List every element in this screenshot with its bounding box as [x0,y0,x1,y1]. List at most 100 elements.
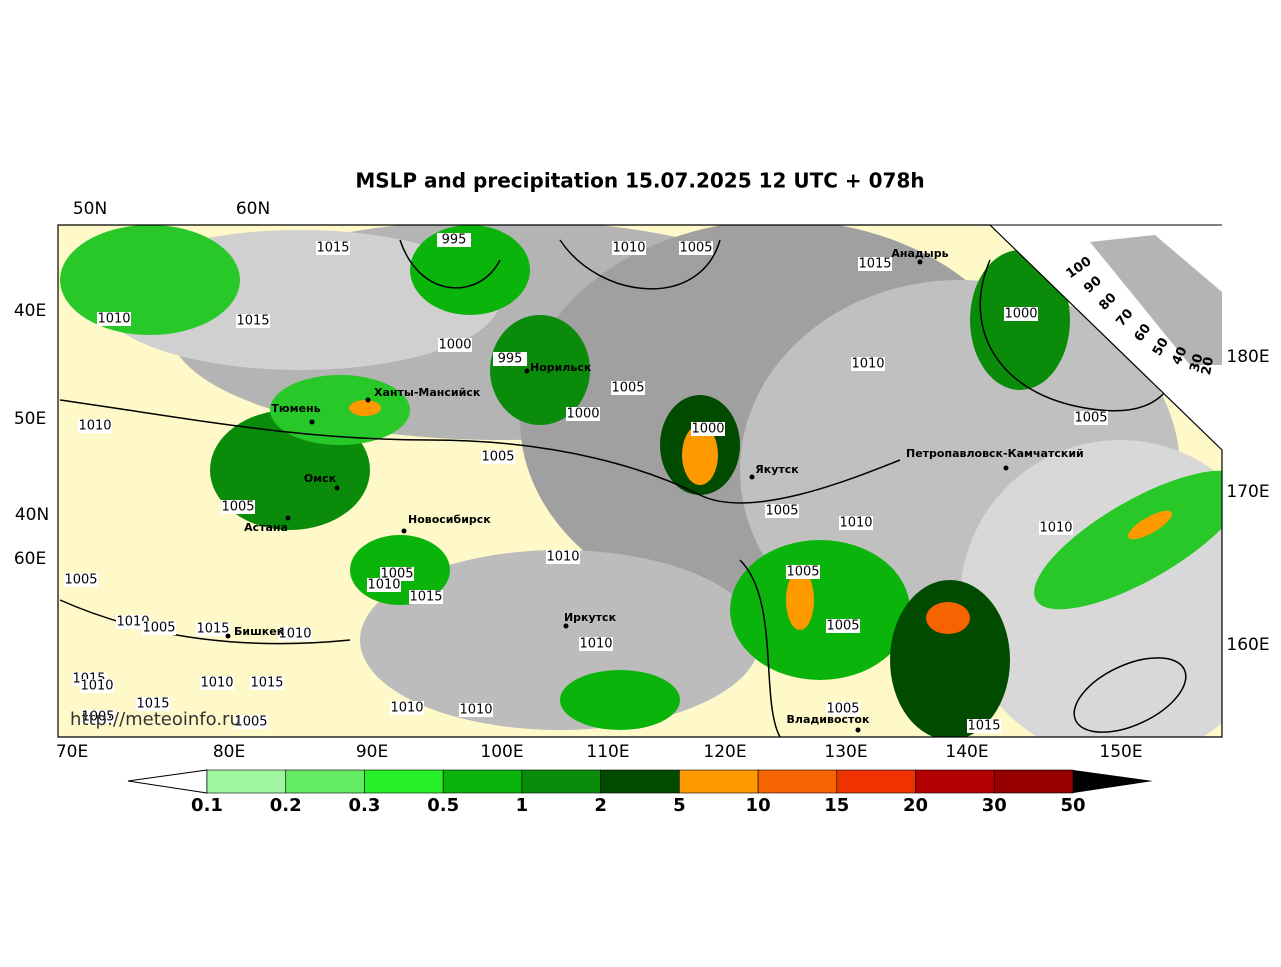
isobar-label-bg [78,419,112,433]
isobar-label: 1010 [367,578,400,593]
city-dot [309,419,315,425]
isobar-label: 1005 [481,450,514,465]
isobar-label: 1015 [316,241,349,256]
isobar-label-bg [851,357,885,371]
colorbar-swatch [521,769,601,794]
colorbar-tick-label: 20 [903,795,928,816]
title: MSLP and precipitation 15.07.2025 12 UTC… [355,169,924,193]
city-label: Норильск [530,361,592,374]
isobar-label-bg [234,715,268,729]
graticule-label: 50N [73,199,107,219]
isobar-label: 1015 [236,314,269,329]
isobar-label-bg [765,504,799,518]
graticule-label: 180E [1226,347,1269,367]
watermark: http://meteoinfo.ru [70,709,241,730]
cloud-legend-label: 80 [1096,290,1119,313]
city-label: Ханты-Мансийск [374,386,481,399]
colorbar-swatch [285,769,365,794]
isobar-label: 1005 [679,241,712,256]
graticule-label: 60N [236,199,270,219]
graticule-label: 110E [586,742,629,762]
city-label: Бишкек [234,625,285,638]
isobar-label: 1015 [250,676,283,691]
colorbar-tick-label: 15 [824,795,849,816]
city-dot [855,727,861,733]
isobar-label-bg [612,241,646,255]
graticule-label: 70E [56,742,88,762]
isobar-label: 1010 [459,703,492,718]
isobar-label-bg [409,590,443,604]
isobar-label-bg [826,702,860,716]
colorbar-tick-label: 50 [1060,795,1085,816]
city-dot [1003,465,1009,471]
cloud-legend-label: 50 [1150,335,1172,358]
isobar-label: 1010 [390,701,423,716]
graticule-label: 160E [1226,635,1269,655]
isobar-label-bg [196,622,230,636]
isobar-label: 1010 [78,419,111,434]
isobar-label: 1015 [196,622,229,637]
city-dot [917,259,923,265]
graticule-label: 170E [1226,482,1269,502]
isobar-label-bg [679,241,713,255]
colorbar-swatch [915,769,995,794]
graticule-label: 100E [480,742,523,762]
colorbar-tick-label: 0.1 [191,795,223,816]
city-label: Тюмень [271,402,320,415]
city-dot [225,633,231,639]
isobar-label-bg [200,676,234,690]
isobar-label: 1010 [1039,521,1072,536]
isobar-label: 1010 [278,627,311,642]
colorbar-over [1073,770,1153,793]
isobar-label-bg [390,701,424,715]
isobar-label-bg [967,719,1001,733]
cloud-legend-label: 60 [1132,321,1155,344]
isobar-label-bg [250,676,284,690]
city-dot [524,368,530,374]
isobar-label-bg [142,621,176,635]
city-label: Астана [244,521,288,534]
isobar-label-bg [459,703,493,717]
isobar-label: 1005 [142,621,175,636]
isobar-label-bg [826,619,860,633]
isobar-label: 1010 [80,679,113,694]
isobar-label: 1015 [858,257,891,272]
colorbar-tick-label: 10 [746,795,771,816]
colorbar-swatch [442,769,523,794]
graticule-label: 90E [356,742,388,762]
isobar-label-bg [566,407,600,421]
city-label: Владивосток [787,713,870,726]
isobar-label-bg [80,679,114,693]
isobar-label: 1015 [136,697,169,712]
isobar-label: 1005 [826,702,859,717]
isobar-label: 995 [498,352,523,367]
isobar-label-bg [367,578,401,592]
isobar-label: 1000 [566,407,599,422]
graticule-label: 60E [14,549,46,569]
city-label: Новосибирск [408,513,491,526]
graticule-label: 140E [945,742,988,762]
isobar-label-bg [64,573,98,587]
isobar-label: 1005 [234,715,267,730]
colorbar-tick-label: 0.2 [270,795,302,816]
graticule-label: 150E [1099,742,1142,762]
colorbar-swatch [364,769,444,794]
cloud-legend-label: 30 [1187,352,1206,373]
isobar-label: 1005 [64,573,97,588]
isobar-label: 1010 [612,241,645,256]
colorbar-tick-label: 0.3 [349,795,381,816]
isobar-label-bg [1074,411,1108,425]
isobar-label: 1015 [967,719,1000,734]
isobar-label: 1010 [200,676,233,691]
isobar-label-bg [546,550,580,564]
cloud-legend-label: 40 [1169,345,1190,368]
isobar-label: 1005 [611,381,644,396]
isobar-label: 1000 [1004,307,1037,322]
isobar-label: 1010 [546,550,579,565]
colorbar-swatch [679,769,759,794]
colorbar-swatch [757,769,838,794]
colorbar-swatch [600,769,680,794]
graticule-label: 80E [213,742,245,762]
isobar-label-bg [438,338,472,352]
